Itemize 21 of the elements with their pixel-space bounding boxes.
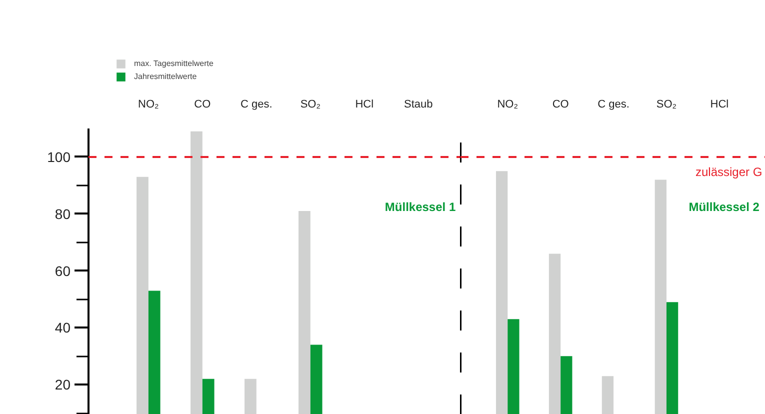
- annotation: Müllkessel 1: [384, 200, 456, 214]
- x-tick-label: CO: [194, 98, 212, 110]
- y-tick-label: 20: [54, 376, 71, 393]
- annotation: Müllkessel 2: [688, 200, 760, 214]
- x-tick-label: Staub: [404, 98, 433, 110]
- y-tick-label: 100: [47, 148, 71, 165]
- ref-line-label: zulässiger G: [696, 164, 762, 179]
- x-tick-label: HCl: [355, 98, 374, 110]
- x-tick-label: C ges.: [598, 98, 630, 110]
- legend-label: max. Tagesmittelwerte: [134, 58, 214, 69]
- x-tick-label: SO₂: [300, 98, 320, 110]
- y-tick-label: 40: [54, 320, 71, 336]
- x-tick-label: NO₂: [497, 98, 518, 110]
- x-tick-label: SO₂: [656, 98, 677, 110]
- y-tick-label: 60: [54, 262, 71, 279]
- y-tick-label: 80: [54, 206, 71, 222]
- x-tick-label: NO₂: [138, 98, 159, 110]
- x-tick-label: C ges.: [240, 98, 272, 110]
- x-tick-label: CO: [552, 98, 570, 110]
- legend-label: Jahresmittelwerte: [134, 71, 197, 82]
- x-tick-label: HCl: [710, 98, 729, 110]
